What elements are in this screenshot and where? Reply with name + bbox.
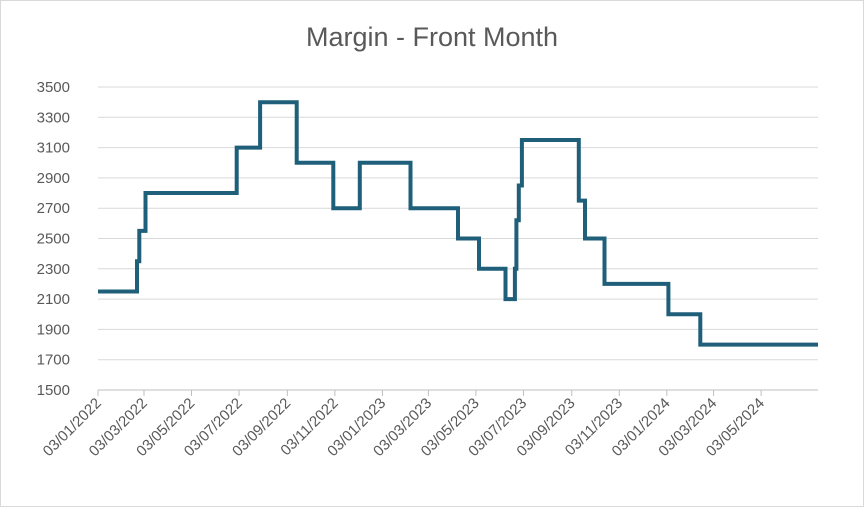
chart-title: Margin - Front Month xyxy=(305,22,559,52)
x-axis: 03/01/202203/03/202203/05/202203/07/2022… xyxy=(40,389,818,460)
y-tick-label: 3100 xyxy=(37,140,70,157)
y-tick-label: 2500 xyxy=(37,231,70,248)
y-tick-label: 2900 xyxy=(37,170,70,187)
y-tick-label: 1700 xyxy=(37,352,70,369)
y-tick-label: 2700 xyxy=(37,200,70,217)
y-tick-label: 3500 xyxy=(37,79,70,96)
series-layer xyxy=(98,100,818,347)
y-tick-label: 2300 xyxy=(37,261,70,278)
y-tick-label: 1900 xyxy=(37,321,70,338)
y-tick-label: 2100 xyxy=(37,291,70,308)
margin-series-line xyxy=(98,100,818,347)
y-tick-label: 3300 xyxy=(37,109,70,126)
y-axis: 1500 1700 1900 2100 2300 2500 2700 2900 3100 3300… xyxy=(37,79,70,399)
y-tick-label: 1500 xyxy=(37,382,70,399)
